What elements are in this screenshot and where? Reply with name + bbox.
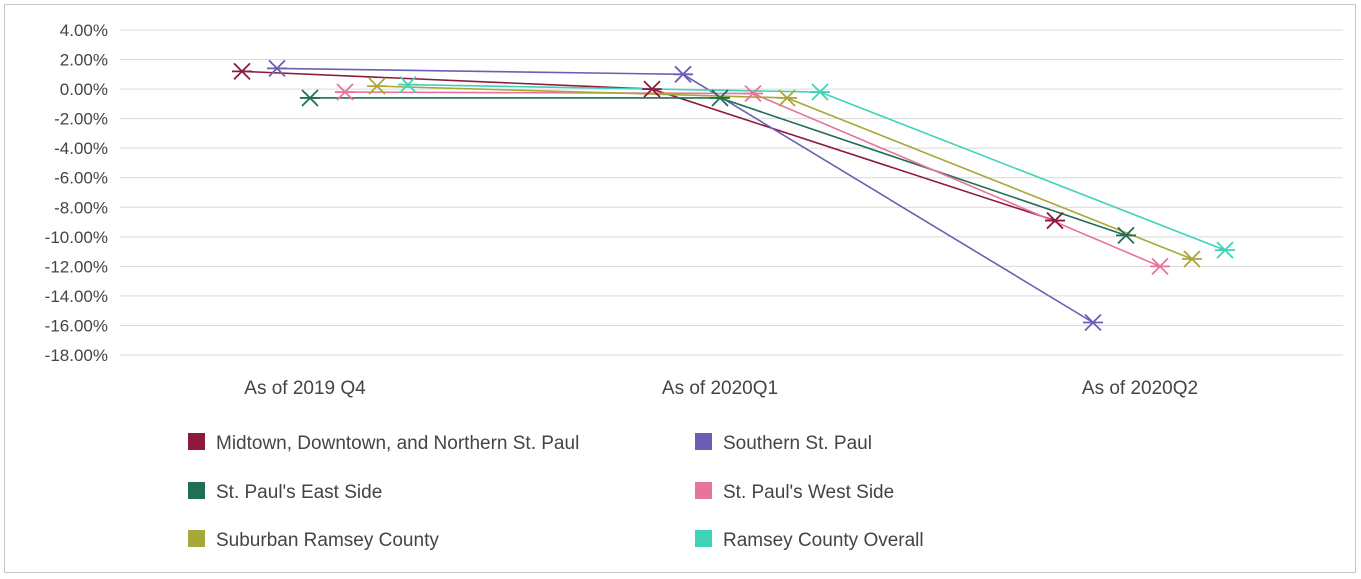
series-lines	[241, 67, 1226, 324]
legend-swatch	[188, 482, 205, 499]
data-point-marker	[1045, 211, 1065, 230]
series-markers	[232, 59, 1235, 332]
y-tick-label: -12.00%	[45, 257, 108, 276]
y-axis-ticks: 4.00% 2.00% 0.00% -2.00% -4.00% -6.00% -8.00% -…	[45, 21, 108, 365]
legend-label: Midtown, Downtown, and Northern St. Paul	[216, 433, 579, 454]
series-line	[276, 67, 1094, 324]
y-tick-label: -14.00%	[45, 287, 108, 306]
x-category-label: As of 2020Q1	[662, 378, 778, 399]
y-tick-label: -16.00%	[45, 316, 108, 335]
chart-frame: 4.00% 2.00% 0.00% -2.00% -4.00% -6.00% -8.00% -…	[4, 4, 1356, 573]
y-tick-label: -8.00%	[54, 198, 108, 217]
data-point-marker	[673, 65, 693, 83]
x-category-label: As of 2019 Q4	[244, 378, 366, 399]
legend-swatch	[188, 530, 205, 547]
y-tick-label: -4.00%	[54, 139, 108, 158]
x-axis-categories: As of 2019 Q4 As of 2020Q1 As of 2020Q2	[244, 378, 1198, 399]
y-tick-label: -2.00%	[54, 110, 108, 129]
legend-item: Suburban Ramsey County	[188, 530, 439, 551]
data-point-marker	[642, 80, 662, 98]
y-tick-label: 0.00%	[60, 80, 108, 99]
legend-label: St. Paul's East Side	[216, 482, 382, 503]
data-point-marker	[398, 76, 418, 94]
data-point-marker	[1150, 257, 1170, 276]
data-point-marker	[810, 83, 830, 101]
legend-swatch	[188, 433, 205, 450]
legend-swatch	[695, 482, 712, 499]
y-tick-label: 2.00%	[60, 51, 108, 70]
data-point-marker	[335, 83, 355, 101]
legend-label: Ramsey County Overall	[723, 530, 924, 551]
legend: Midtown, Downtown, and Northern St. Paul…	[188, 433, 924, 551]
legend-label: Suburban Ramsey County	[216, 530, 439, 551]
data-point-marker	[267, 59, 287, 78]
y-tick-label: -10.00%	[45, 228, 108, 247]
legend-label: Southern St. Paul	[723, 433, 872, 454]
data-point-marker	[1116, 226, 1136, 244]
series-line	[376, 85, 1193, 260]
data-point-marker	[232, 62, 252, 81]
legend-item: St. Paul's West Side	[695, 482, 894, 503]
y-tick-label: -18.00%	[45, 346, 108, 365]
legend-item: St. Paul's East Side	[188, 482, 382, 503]
legend-swatch	[695, 530, 712, 547]
x-category-label: As of 2020Q2	[1082, 378, 1198, 399]
data-point-marker	[300, 89, 320, 107]
y-tick-label: -6.00%	[54, 169, 108, 188]
gridlines	[120, 29, 1343, 356]
data-point-marker	[743, 84, 763, 103]
data-point-marker	[777, 89, 797, 107]
legend-item: Ramsey County Overall	[695, 530, 924, 551]
data-point-marker	[1215, 241, 1235, 259]
data-point-marker	[1182, 250, 1202, 268]
data-point-marker	[710, 89, 730, 107]
legend-item: Southern St. Paul	[695, 433, 872, 454]
y-tick-label: 4.00%	[60, 21, 108, 40]
line-chart: 4.00% 2.00% 0.00% -2.00% -4.00% -6.00% -8.00% -…	[45, 21, 1343, 551]
legend-item: Midtown, Downtown, and Northern St. Paul	[188, 433, 579, 454]
data-point-marker	[1083, 313, 1103, 332]
legend-label: St. Paul's West Side	[723, 482, 894, 503]
data-point-marker	[367, 77, 387, 95]
legend-swatch	[695, 433, 712, 450]
